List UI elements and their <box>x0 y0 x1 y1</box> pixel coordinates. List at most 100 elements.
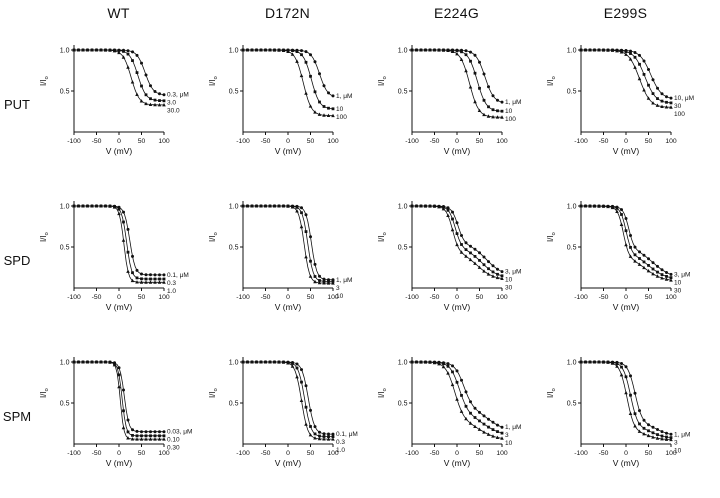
series-label: 3, μM <box>505 269 521 276</box>
series-label: 0.1, μM <box>336 431 358 438</box>
y-axis-label: I/Io <box>208 388 219 398</box>
y-tick-label: 1.0 <box>229 203 239 210</box>
x-tick-label: 0 <box>455 294 459 301</box>
series-label: 100 <box>336 114 347 121</box>
y-tick-label: 1.0 <box>567 47 577 54</box>
y-tick-label: 0.5 <box>398 244 408 251</box>
column-headers: WT D172N E224G E299S <box>0 0 720 26</box>
series-label: 1, μM <box>505 99 521 106</box>
x-tick-label: -100 <box>236 450 250 457</box>
series-label: 1.0 <box>336 447 345 454</box>
x-axis-label: V (mV) <box>613 302 640 312</box>
y-tick-label: 1.0 <box>60 359 70 366</box>
x-tick-label: 100 <box>496 138 508 145</box>
x-tick-label: 50 <box>138 294 146 301</box>
y-axis-label: I/Io <box>377 232 388 242</box>
x-tick-label: 50 <box>307 138 315 145</box>
x-tick-label: 100 <box>327 450 339 457</box>
series-label: 1, μM <box>336 277 352 284</box>
y-tick-label: 0.5 <box>60 400 70 407</box>
series-label: 0.3, μM <box>167 92 189 99</box>
series-label: 10 <box>505 277 513 284</box>
x-tick-label: 50 <box>645 450 653 457</box>
x-axis-label: V (mV) <box>444 146 471 156</box>
x-tick-label: -50 <box>92 294 102 301</box>
x-tick-label: -50 <box>261 294 271 301</box>
column-header-d172n: D172N <box>264 5 311 21</box>
x-tick-label: -100 <box>67 138 81 145</box>
x-tick-label: -50 <box>599 450 609 457</box>
panel-spm-e299s: 1.0 0.5 -100 -50 0 50 100 V (mV) I/Io 1, μM 3 10 <box>541 340 710 492</box>
series-label: 1, μM <box>336 93 352 100</box>
y-axis-label: I/Io <box>377 388 388 398</box>
y-tick-label: 1.0 <box>398 47 408 54</box>
x-tick-label: 50 <box>645 294 653 301</box>
series-label: 10 <box>674 279 682 286</box>
x-tick-label: 50 <box>138 138 146 145</box>
y-tick-label: 1.0 <box>398 359 408 366</box>
series-label: 3 <box>336 285 340 292</box>
x-tick-label: 50 <box>476 294 484 301</box>
series-label: 100 <box>505 116 516 123</box>
series-label: 0.03, μM <box>167 429 192 436</box>
series-label: 100 <box>674 111 685 118</box>
y-tick-label: 0.5 <box>229 400 239 407</box>
x-tick-label: 0 <box>286 294 290 301</box>
panel-put-e299s: 1.0 0.5 -100 -50 0 50 100 V (mV) I/Io 10, μM 30 100 <box>541 28 710 180</box>
x-tick-label: 50 <box>138 450 146 457</box>
x-tick-label: 0 <box>624 294 628 301</box>
series-label: 3 <box>674 439 678 446</box>
x-tick-label: 100 <box>158 450 170 457</box>
x-tick-label: 100 <box>496 294 508 301</box>
x-axis-label: V (mV) <box>275 146 302 156</box>
panel-spd-d172n: 1.0 0.5 -100 -50 0 50 100 V (mV) I/Io 1, μM 3 10 <box>203 184 372 336</box>
x-tick-label: 100 <box>496 450 508 457</box>
y-tick-label: 0.5 <box>398 88 408 95</box>
y-tick-label: 1.0 <box>398 203 408 210</box>
panel-put-e224g: 1.0 0.5 -100 -50 0 50 100 V (mV) I/Io 1, μM 10 100 <box>372 28 541 180</box>
y-axis-label: I/Io <box>39 232 50 242</box>
y-axis-label: I/Io <box>546 232 557 242</box>
x-tick-label: 100 <box>158 138 170 145</box>
panel-spm-wt: 1.0 0.5 -100 -50 0 50 100 V (mV) I/Io 0.03, μM 0.1… <box>34 340 203 492</box>
panel-spd-e299s: 1.0 0.5 -100 -50 0 50 100 V (mV) I/Io 3, μM 10 30 <box>541 184 710 336</box>
y-tick-label: 0.5 <box>567 244 577 251</box>
y-tick-label: 1.0 <box>60 47 70 54</box>
series-label: 10 <box>505 440 513 447</box>
panel-spd-wt: 1.0 0.5 -100 -50 0 50 100 V (mV) I/Io 0.1, μM 0.3 1… <box>34 184 203 336</box>
row-label-put: PUT <box>4 96 30 112</box>
row-spd: SPD 1.0 0.5 -100 -50 0 50 100 V (mV) I/Io 0.1, μM… <box>0 182 720 338</box>
x-tick-label: -50 <box>92 450 102 457</box>
x-axis-label: V (mV) <box>444 302 471 312</box>
series-label: 1, μM <box>674 431 690 438</box>
column-header-e224g: E224G <box>433 5 480 21</box>
column-header-wt: WT <box>107 5 130 21</box>
panel-put-d172n: 1.0 0.5 -100 -50 0 50 100 V (mV) I/Io 1, μM 10 100 <box>203 28 372 180</box>
x-tick-label: -100 <box>236 138 250 145</box>
x-tick-label: 0 <box>117 138 121 145</box>
y-axis-label: I/Io <box>208 76 219 86</box>
y-tick-label: 1.0 <box>567 203 577 210</box>
x-tick-label: -100 <box>574 450 588 457</box>
series-label: 3 <box>505 432 509 439</box>
panel-put-wt: 1.0 0.5 -100 -50 0 50 100 V (mV) I/Io 0.3, μM 3.0 3… <box>34 28 203 180</box>
x-tick-label: 0 <box>286 450 290 457</box>
x-axis-label: V (mV) <box>106 302 133 312</box>
x-tick-label: 100 <box>327 294 339 301</box>
x-tick-label: 50 <box>307 450 315 457</box>
series-label: 10, μM <box>674 95 694 102</box>
series-label: 0.3 <box>167 280 176 287</box>
x-axis-label: V (mV) <box>106 146 133 156</box>
y-tick-label: 1.0 <box>567 359 577 366</box>
series-label: 30 <box>674 287 682 294</box>
x-tick-label: -50 <box>261 450 271 457</box>
x-tick-label: -100 <box>405 294 419 301</box>
series-label: 30 <box>505 285 513 292</box>
